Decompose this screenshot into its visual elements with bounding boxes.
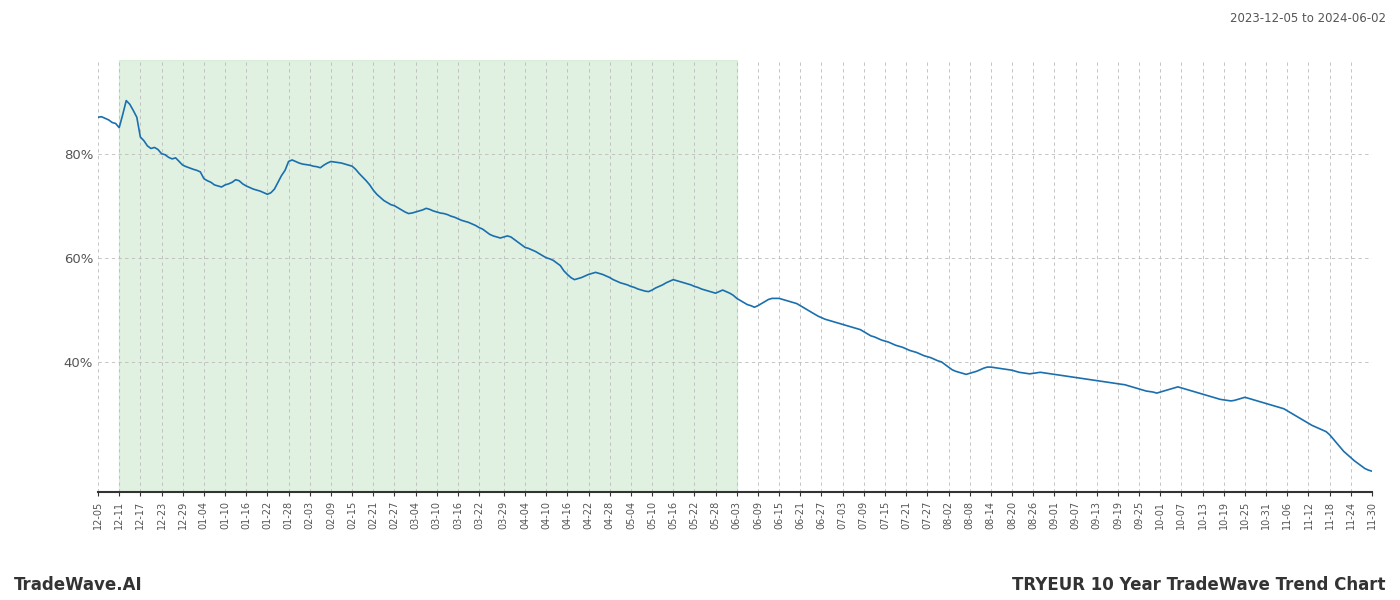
Text: TRYEUR 10 Year TradeWave Trend Chart: TRYEUR 10 Year TradeWave Trend Chart <box>1012 576 1386 594</box>
Text: 2023-12-05 to 2024-06-02: 2023-12-05 to 2024-06-02 <box>1231 12 1386 25</box>
Bar <box>119 60 736 492</box>
Text: TradeWave.AI: TradeWave.AI <box>14 576 143 594</box>
